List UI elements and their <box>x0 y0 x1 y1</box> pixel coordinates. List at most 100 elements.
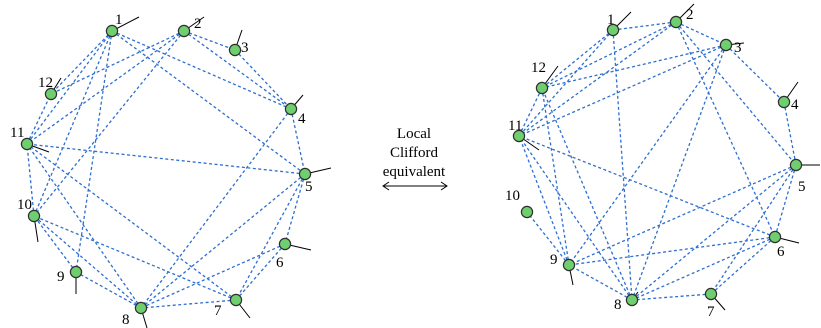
edge-6-11 <box>518 135 776 238</box>
edge-1-11 <box>26 30 113 145</box>
node-label: 7 <box>707 304 715 320</box>
edge-5-6 <box>284 173 306 245</box>
edge-8-11 <box>26 143 142 309</box>
edge-3-8 <box>631 44 727 301</box>
qubit-node <box>229 293 243 307</box>
node-label: 4 <box>298 111 306 127</box>
edge-7-10 <box>33 215 237 301</box>
edge-2-3 <box>183 30 236 51</box>
edge-3-9 <box>568 44 727 266</box>
node-label: 11 <box>508 118 522 134</box>
edge-1-5 <box>111 30 306 175</box>
edge-5-8 <box>631 164 797 301</box>
edge-3-4 <box>234 49 292 110</box>
edge-8-9 <box>75 271 142 309</box>
edge-5-9 <box>568 164 797 266</box>
edge-3-12 <box>541 44 727 89</box>
qubit-node <box>625 293 639 307</box>
node-label: 8 <box>614 297 622 313</box>
edge-5-8 <box>140 173 306 309</box>
qubit-node <box>278 237 292 251</box>
node-label: 9 <box>57 269 65 285</box>
node-label: 7 <box>214 303 222 319</box>
qubit-node <box>105 24 119 38</box>
edge-6-9 <box>568 236 776 266</box>
edge-9-11 <box>518 135 570 266</box>
edge-4-5 <box>290 108 306 175</box>
edge-1-12 <box>50 30 113 95</box>
edge-11-12 <box>518 87 543 137</box>
node-label: 8 <box>122 312 130 328</box>
edge-8-9 <box>568 264 633 301</box>
edge-1-11 <box>518 29 614 137</box>
edge-11-12 <box>26 93 52 145</box>
edge-1-10 <box>33 30 113 217</box>
node-label: 5 <box>798 179 806 195</box>
qubit-node <box>27 209 41 223</box>
equivalence-label: Local Clifford equivalent <box>382 126 448 191</box>
edge-6-8 <box>631 236 776 301</box>
edge-9-12 <box>541 87 570 266</box>
node-label: 2 <box>194 16 202 32</box>
node-label: 1 <box>607 12 615 28</box>
double-arrow-icon <box>382 181 448 191</box>
edge-6-8 <box>140 243 286 309</box>
edge-2-4 <box>183 30 292 110</box>
qubit-node <box>719 38 733 52</box>
edge-7-11 <box>26 143 237 301</box>
edge-2-12 <box>541 21 677 89</box>
edge-2-11 <box>518 21 677 137</box>
edge-1-9 <box>75 30 113 273</box>
edge-5-7 <box>710 164 797 295</box>
edge-10-11 <box>26 143 35 217</box>
qubit-node <box>777 95 791 109</box>
node-label: 5 <box>305 179 313 195</box>
node-label: 12 <box>38 75 53 91</box>
qubit-node <box>669 15 683 29</box>
relation-line-3: equivalent <box>383 164 446 180</box>
edge-1-12 <box>541 29 614 89</box>
relation-line-1: Local <box>397 126 431 142</box>
node-label: 4 <box>791 97 799 113</box>
edge-2-6 <box>675 21 776 238</box>
qubit-node <box>44 87 58 101</box>
qubit-node <box>768 230 782 244</box>
edge-5-7 <box>235 173 306 301</box>
node-label: 3 <box>241 40 249 56</box>
qubit-node <box>134 301 148 315</box>
edge-5-11 <box>26 143 306 175</box>
qubit-node <box>562 258 576 272</box>
node-label: 11 <box>10 125 24 141</box>
node-label: 1 <box>115 12 123 28</box>
node-label: 10 <box>17 197 32 213</box>
edge-7-8 <box>631 293 712 301</box>
edge-4-8 <box>140 108 292 309</box>
node-label: 12 <box>531 60 546 76</box>
edge-8-10 <box>33 215 142 309</box>
edge-1-8 <box>612 29 633 301</box>
edge-5-6 <box>774 164 797 238</box>
edge-9-10 <box>33 215 77 273</box>
edge-6-7 <box>235 243 286 301</box>
node-label: 6 <box>276 255 284 271</box>
qubit-node <box>520 205 534 219</box>
edge-7-8 <box>140 299 237 309</box>
qubit-node <box>228 43 242 57</box>
edge-2-11 <box>26 30 185 145</box>
edge-2-12 <box>50 30 185 95</box>
qubit-node <box>69 265 83 279</box>
relation-line-2: Clifford <box>390 145 439 161</box>
qubit-node <box>20 137 34 151</box>
node-label: 2 <box>686 7 694 23</box>
edge-8-11 <box>518 135 633 301</box>
edge-8-12 <box>541 87 633 301</box>
qubit-node <box>606 23 620 37</box>
qubit-node <box>704 287 718 301</box>
edge-3-4 <box>725 44 785 103</box>
edge-2-3 <box>675 21 727 46</box>
node-label: 10 <box>505 188 520 204</box>
edge-2-5 <box>675 21 797 166</box>
